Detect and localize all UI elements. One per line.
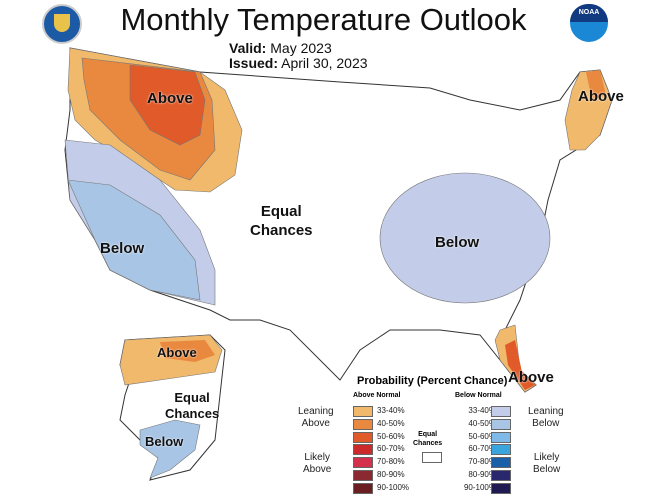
region-below-se [379,172,551,304]
valid-date: Valid: May 2023 [229,40,332,56]
label-above-ne: Above [578,88,624,105]
legend-above-range: 80-90% [377,470,405,479]
legend-above-range: 40-50% [377,418,405,428]
noaa-logo: NOAA [570,4,608,42]
label-above-ak: Above [157,345,197,360]
legend-below-range: 40-50% [468,418,496,428]
label-above-fl: Above [508,369,554,386]
legend-likely-below: Likely Below [533,452,561,475]
legend-equal-swatch [422,452,442,463]
legend-below-range: 60-70% [468,444,496,454]
legend-leaning-above: Leaning Above [298,406,334,429]
legend-below-range: 70-80% [468,457,496,467]
legend-equal: Equal Chances [413,431,443,447]
legend-below-range: 90-100% [463,482,496,492]
issued-date: Issued: April 30, 2023 [229,55,368,71]
noaa-logo-text: NOAA [570,4,608,22]
legend-below-swatch [491,444,511,456]
legend-leaning-below: Leaning Below [528,406,564,429]
region-above-ne-40 [586,70,606,100]
region-above-ak-40 [160,340,215,362]
legend-below-swatch [491,457,511,469]
label-below-ak: Below [145,434,184,449]
legend-below-swatch [491,470,511,481]
legend-above-header: Above Normal [353,392,401,399]
legend-above-range: 90-100% [377,482,410,492]
legend-above-range: 50-60% [377,431,405,441]
legend-above-range: 60-70% [377,444,405,454]
legend-above-swatch [353,406,373,417]
commerce-seal-logo [42,4,82,44]
legend-below-swatch [491,406,511,417]
legend-below-range: 33-40% [468,406,496,415]
legend-likely-above: Likely Above [303,452,332,475]
label-below-se: Below [435,234,480,251]
legend-above-swatch [353,457,373,469]
label-equal-ak: Equal Chances [165,390,220,421]
legend-below-header: Below Normal [455,392,502,399]
label-equal-conus: Equal Chances [250,203,313,239]
region-below-40 [67,179,201,301]
legend-above-range: 33-40% [377,406,405,415]
legend-title: Probability (Percent Chance) [357,375,508,387]
legend-above-swatch [353,470,373,481]
legend-below-swatch [491,418,511,430]
region-above-50 [129,64,206,146]
legend-above-swatch [353,444,373,456]
legend-above-swatch [353,418,373,430]
legend-above-swatch [353,482,373,494]
legend-above-range: 70-80% [377,457,405,467]
region-below-ak [139,419,201,479]
legend-below-swatch [491,482,511,494]
page-title: Monthly Temperature Outlook [120,2,527,37]
label-below-sw: Below [100,240,145,257]
legend-below-range: 80-90% [468,470,496,479]
legend-above-swatch [353,431,373,443]
label-above-nw: Above [147,90,193,107]
region-above-fl-50 [505,340,535,390]
legend-below-swatch [491,431,511,443]
legend-below-range: 50-60% [468,431,496,441]
